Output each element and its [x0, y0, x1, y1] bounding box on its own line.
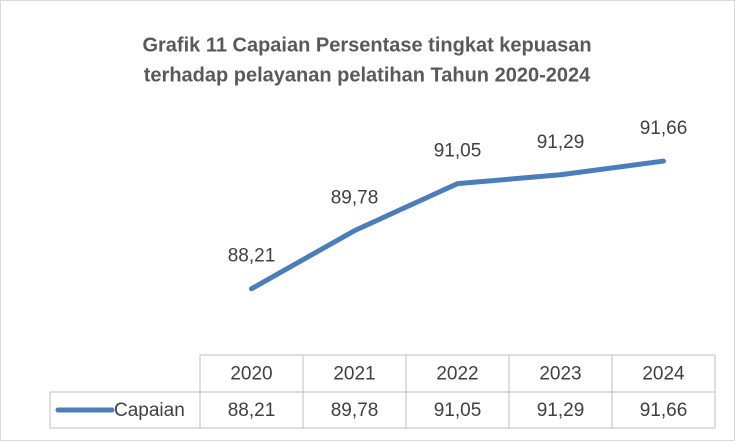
table-cell [611, 391, 716, 429]
data-label: 91,05 [434, 141, 482, 162]
x-tick-label: 2020 [230, 364, 272, 385]
data-label: 89,78 [331, 188, 379, 209]
series-line [249, 158, 666, 292]
chart-title: terhadap pelayanan pelatihan Tahun 2020-… [144, 64, 591, 86]
x-tick-label: 2021 [333, 364, 375, 385]
data-label: 91,66 [640, 118, 688, 139]
data-label: 91,29 [537, 132, 585, 153]
table-value: 91,29 [537, 400, 585, 421]
table-value: 88,21 [228, 400, 276, 421]
chart-title: Grafik 11 Capaian Persentase tingkat kep… [142, 34, 591, 56]
x-tick-label: 2024 [642, 364, 685, 385]
x-tick-label: 2023 [539, 364, 581, 385]
data-label: 88,21 [228, 246, 276, 267]
x-tick-label: 2022 [436, 364, 478, 385]
table-value: 91,05 [434, 400, 482, 421]
table-value: 91,66 [640, 400, 688, 421]
table-value: 89,78 [331, 400, 379, 421]
legend-label: Capaian [114, 400, 185, 421]
